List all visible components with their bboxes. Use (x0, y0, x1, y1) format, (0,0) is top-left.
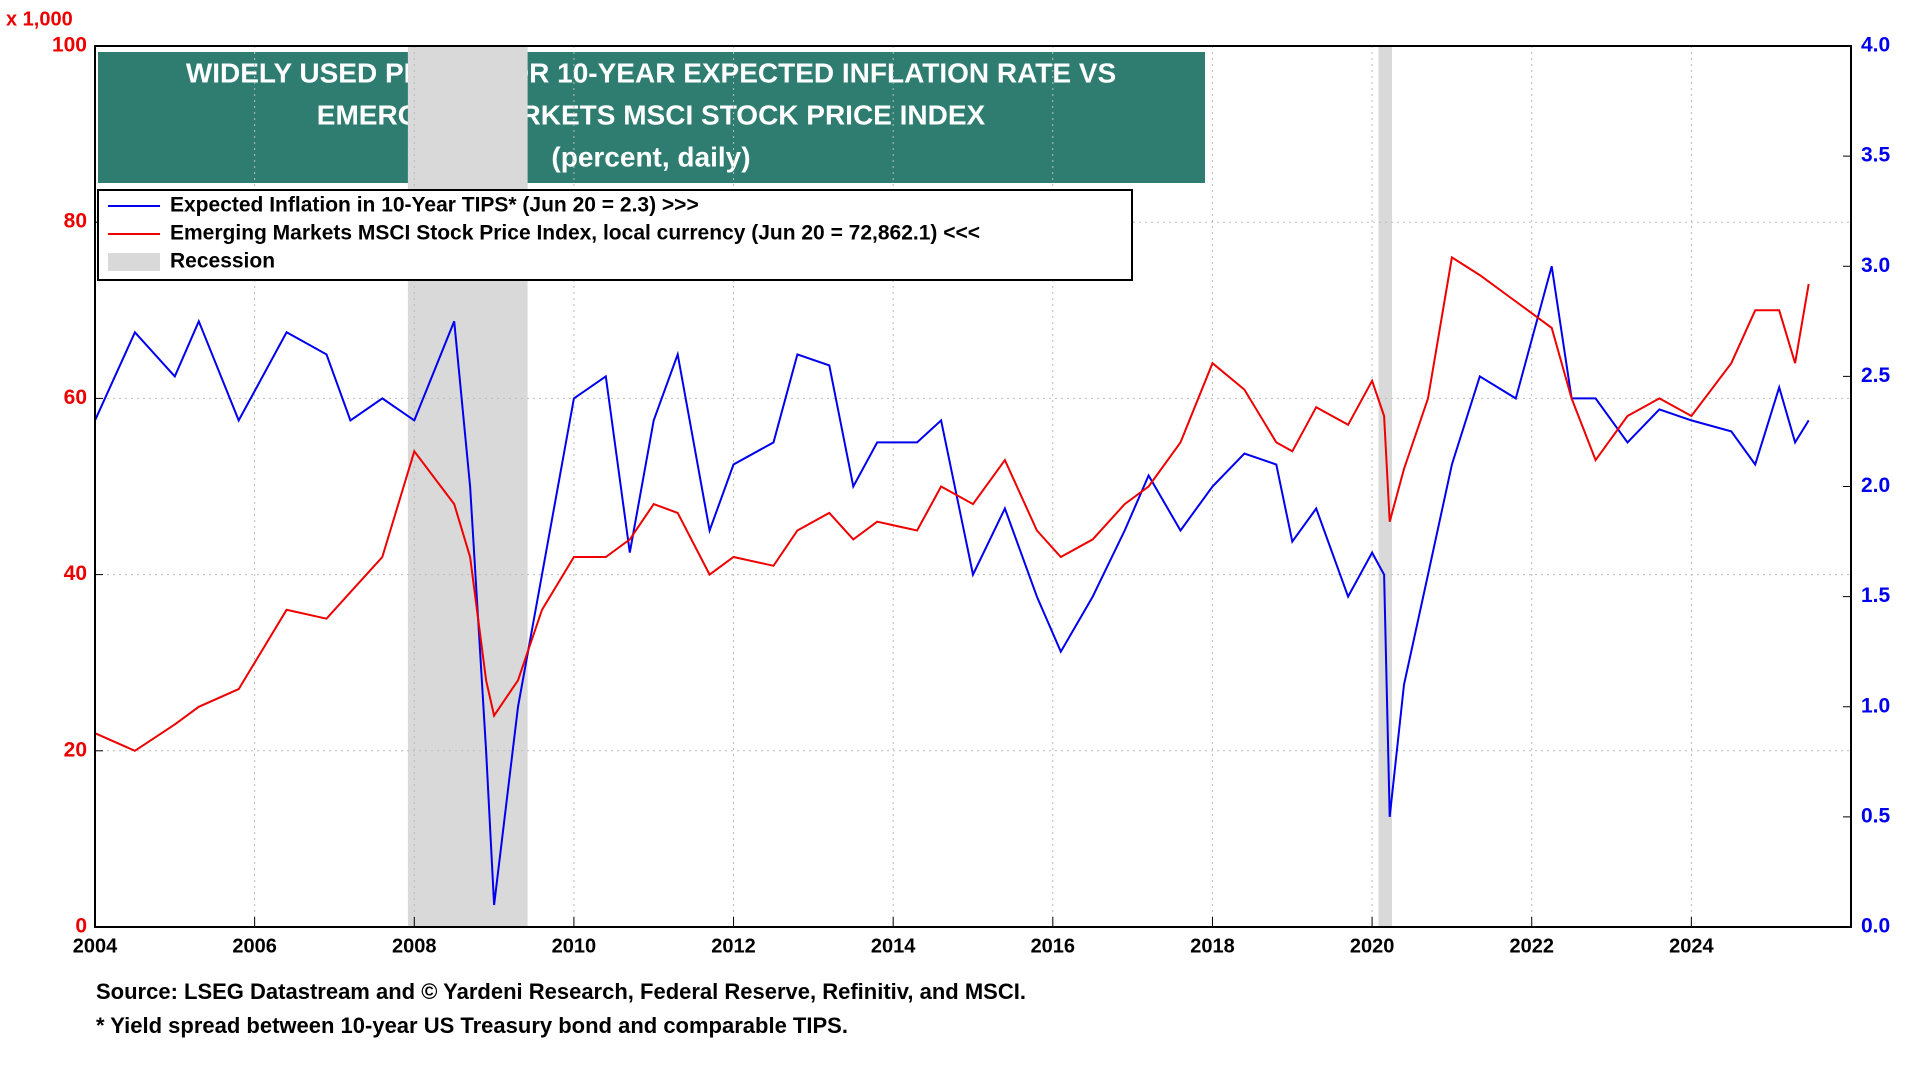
y2-tick-label: 1.5 (1861, 584, 1891, 607)
y2-tick-label: 3.5 (1861, 144, 1891, 167)
series-line (94, 255, 1810, 752)
x-tick-label: 2024 (1669, 935, 1714, 957)
recession-band (1378, 46, 1393, 927)
x-tick-label: 2012 (711, 935, 756, 957)
y-tick-label: 80 (64, 210, 87, 233)
x-tick-label: 2022 (1509, 935, 1554, 957)
legend-swatch (108, 253, 160, 271)
y2-tick-label: 0.5 (1861, 804, 1891, 827)
y2-tick-label: 0.0 (1861, 915, 1890, 938)
y-tick-label: 60 (64, 386, 87, 409)
y2-tick-label: 4.0 (1861, 34, 1890, 57)
y-tick-label: 0 (75, 915, 87, 938)
axis-unit: x 1,000 (6, 8, 73, 30)
x-tick-label: 2014 (871, 935, 916, 957)
y2-tick-label: 2.0 (1861, 474, 1890, 497)
y2-tick-label: 2.5 (1861, 364, 1891, 387)
x-tick-label: 2016 (1031, 935, 1076, 957)
chart-title: WIDELY USED PROXY FOR 10-YEAR EXPECTED I… (186, 57, 1116, 88)
y-tick-label: 20 (64, 738, 87, 761)
x-tick-label: 2006 (232, 935, 277, 957)
legend-label: Recession (170, 250, 275, 273)
y2-tick-label: 3.0 (1861, 254, 1890, 277)
y2-tick-label: 1.0 (1861, 694, 1890, 717)
legend-label: Emerging Markets MSCI Stock Price Index,… (170, 222, 980, 245)
plot-frame (94, 45, 1852, 928)
x-tick-label: 2008 (392, 935, 437, 957)
legend-box (97, 189, 1133, 281)
x-tick-label: 2020 (1350, 935, 1395, 957)
x-tick-label: 2010 (552, 935, 597, 957)
legend-label: Expected Inflation in 10-Year TIPS* (Jun… (170, 194, 699, 217)
note: * Yield spread between 10-year US Treasu… (96, 1013, 848, 1038)
x-tick-label: 2004 (73, 935, 118, 957)
x-tick-label: 2018 (1190, 935, 1235, 957)
source: Source: LSEG Datastream and © Yardeni Re… (96, 979, 1026, 1004)
recession-band (407, 46, 528, 927)
series-line (94, 266, 1810, 906)
y-tick-label: 100 (52, 34, 87, 57)
title-box (98, 52, 1205, 183)
chart-subtitle: (percent, daily) (551, 141, 750, 172)
y-tick-label: 40 (64, 562, 87, 585)
